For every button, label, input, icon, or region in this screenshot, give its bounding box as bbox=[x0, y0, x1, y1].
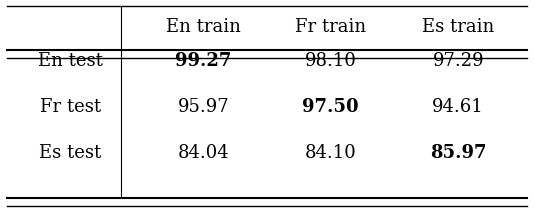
Text: 94.61: 94.61 bbox=[433, 98, 484, 116]
Text: Fr train: Fr train bbox=[295, 18, 366, 36]
Text: En test: En test bbox=[38, 52, 103, 70]
Text: Fr test: Fr test bbox=[40, 98, 101, 116]
Text: En train: En train bbox=[166, 18, 241, 36]
Text: 97.29: 97.29 bbox=[433, 52, 484, 70]
Text: 85.97: 85.97 bbox=[430, 144, 486, 162]
Text: Es train: Es train bbox=[422, 18, 494, 36]
Text: 98.10: 98.10 bbox=[305, 52, 357, 70]
Text: 99.27: 99.27 bbox=[175, 52, 231, 70]
Text: 97.50: 97.50 bbox=[302, 98, 359, 116]
Text: 84.10: 84.10 bbox=[305, 144, 357, 162]
Text: Es test: Es test bbox=[40, 144, 101, 162]
Text: 95.97: 95.97 bbox=[177, 98, 229, 116]
Text: 84.04: 84.04 bbox=[177, 144, 229, 162]
